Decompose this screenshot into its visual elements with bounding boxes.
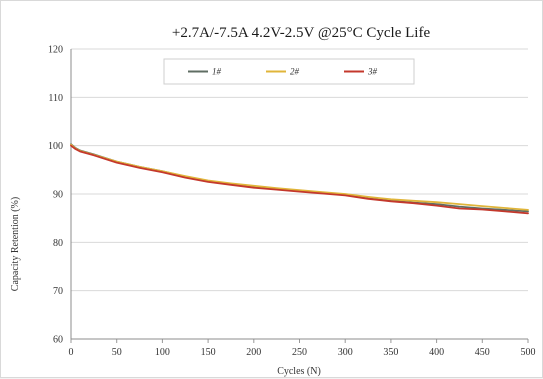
x-tick-label: 0 bbox=[69, 347, 74, 358]
gridlines bbox=[71, 48, 528, 340]
series-lines bbox=[70, 143, 529, 215]
x-tick-label: 400 bbox=[429, 347, 444, 358]
x-tick-label: 150 bbox=[201, 347, 216, 358]
x-tick-label: 200 bbox=[246, 347, 261, 358]
y-tick-label: 120 bbox=[48, 45, 63, 56]
series-line-2 bbox=[70, 143, 529, 211]
legend: 1# 2# 3# bbox=[163, 58, 415, 85]
x-tick-label: 350 bbox=[383, 347, 398, 358]
y-tick-label: 60 bbox=[53, 335, 63, 346]
y-tick-label: 90 bbox=[53, 190, 63, 201]
y-tick-label: 100 bbox=[48, 141, 63, 152]
x-tick-label: 100 bbox=[155, 347, 170, 358]
series-line-3 bbox=[70, 144, 529, 215]
x-axis-label: Cycles (N) bbox=[277, 366, 321, 377]
y-tick-label: 80 bbox=[53, 238, 63, 249]
y-tick-label: 110 bbox=[48, 93, 63, 104]
x-tick-label: 50 bbox=[112, 347, 122, 358]
y-axis-label: Capacity Retention (%) bbox=[10, 197, 21, 291]
legend-label-1: 1# bbox=[212, 67, 222, 77]
series-line-1 bbox=[70, 143, 529, 213]
x-tick-label: 450 bbox=[475, 347, 490, 358]
y-tick-label: 70 bbox=[53, 286, 63, 297]
axes: 60 70 80 90 100 110 120 0 50 100 150 200 250 300 350 40… bbox=[48, 45, 536, 359]
x-tick-label: 300 bbox=[338, 347, 353, 358]
legend-label-3: 3# bbox=[367, 67, 378, 77]
chart-title: +2.7A/-7.5A 4.2V-2.5V @25°C Cycle Life bbox=[172, 25, 431, 41]
x-tick-label: 500 bbox=[521, 347, 536, 358]
x-tick-label: 250 bbox=[292, 347, 307, 358]
legend-label-2: 2# bbox=[290, 67, 300, 77]
